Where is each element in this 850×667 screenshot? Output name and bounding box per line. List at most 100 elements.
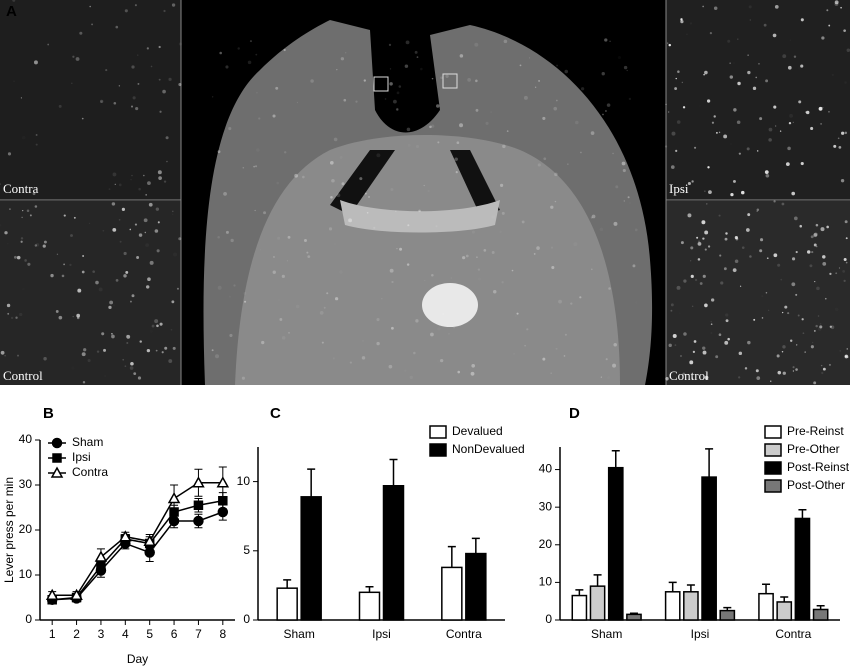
cell: [682, 106, 686, 109]
panel-label: A: [6, 3, 17, 20]
cell: [732, 268, 737, 273]
ventricle: [330, 150, 500, 215]
legend-swatch: [764, 461, 782, 475]
cell: [437, 359, 441, 363]
y-tick-label: 10: [539, 575, 553, 589]
cell: [470, 371, 475, 376]
y-tick-label: 30: [539, 499, 553, 513]
x-tick-label: 6: [171, 627, 178, 641]
cell: [131, 174, 133, 177]
cell: [81, 270, 85, 274]
cell: [543, 157, 547, 161]
cell: [691, 180, 694, 183]
cell: [398, 85, 402, 88]
cell: [355, 100, 358, 103]
cell: [765, 79, 769, 83]
cell: [551, 265, 555, 270]
cell: [131, 294, 135, 298]
cell: [82, 255, 85, 257]
cell: [528, 57, 531, 59]
cell: [747, 213, 751, 217]
cell: [388, 364, 393, 369]
cell: [156, 324, 159, 328]
cell: [63, 214, 66, 217]
cell: [811, 251, 814, 254]
cell: [260, 249, 262, 251]
cell: [333, 137, 338, 142]
cell: [326, 292, 329, 295]
cell: [733, 62, 735, 64]
cell: [709, 31, 713, 35]
cell: [310, 79, 314, 83]
cell: [136, 256, 140, 259]
cell: [763, 23, 767, 27]
cell: [711, 298, 715, 302]
y-tick-label: 0: [25, 612, 32, 626]
cell: [723, 134, 728, 139]
cell: [10, 316, 14, 320]
cell: [755, 76, 758, 79]
cell: [105, 69, 108, 72]
cell: [101, 332, 105, 336]
cell: [109, 300, 114, 305]
image-ipsi: [666, 0, 850, 200]
cell: [818, 106, 823, 111]
cell: [590, 131, 595, 135]
cell: [628, 97, 632, 101]
cell: [699, 105, 700, 106]
marker: [216, 476, 230, 488]
cell: [343, 98, 347, 102]
legend-label: NonDevalued: [452, 442, 525, 456]
cell: [621, 161, 626, 166]
cell: [13, 80, 15, 83]
cell: [703, 73, 705, 76]
bar: [441, 566, 463, 621]
cell: [115, 25, 119, 29]
marker: [167, 491, 181, 504]
bar: [358, 591, 381, 621]
cell: [476, 256, 478, 258]
cell: [741, 190, 745, 195]
cell: [431, 77, 434, 80]
cell: [82, 381, 86, 384]
legend-label: Pre-Reinst: [787, 424, 844, 438]
cell: [211, 349, 214, 352]
cell: [845, 261, 848, 264]
cell: [306, 251, 309, 254]
panel-label: C: [270, 405, 281, 422]
cell: [459, 54, 464, 58]
cell: [816, 246, 818, 248]
cell: [150, 330, 153, 333]
error-bar: [593, 574, 602, 587]
cell: [287, 235, 291, 239]
cell: [782, 371, 786, 375]
cell: [627, 196, 630, 199]
cell: [683, 279, 687, 283]
cell: [681, 81, 684, 84]
cell: [158, 45, 161, 49]
cell: [389, 82, 393, 86]
cell: [215, 354, 220, 359]
cell: [730, 143, 733, 146]
cell: [795, 293, 798, 296]
cell: [704, 70, 708, 75]
cell: [706, 203, 708, 205]
cell: [395, 210, 397, 212]
cell: [704, 230, 709, 235]
cell: [715, 355, 719, 359]
cell: [538, 79, 541, 82]
cell: [225, 230, 229, 234]
cell: [243, 291, 247, 295]
cell: [781, 311, 784, 314]
cell: [777, 370, 782, 375]
cell: [430, 124, 435, 128]
marker: [94, 550, 108, 562]
cell: [56, 253, 59, 256]
cell: [92, 270, 95, 273]
cell: [693, 340, 697, 343]
cell: [792, 121, 794, 123]
cell: [680, 241, 684, 245]
cell: [674, 344, 677, 347]
cell: [773, 105, 777, 109]
cell: [727, 39, 731, 43]
